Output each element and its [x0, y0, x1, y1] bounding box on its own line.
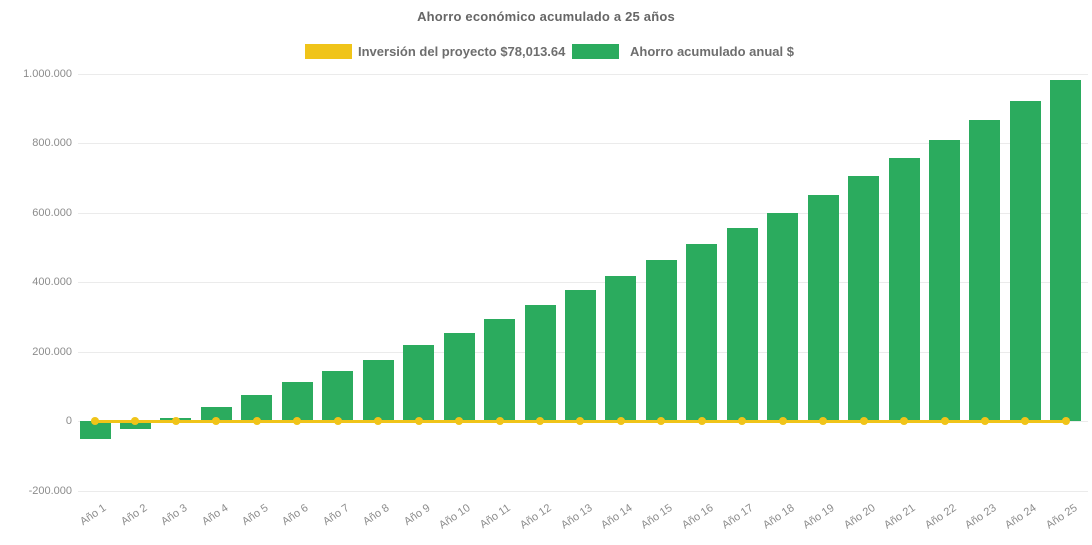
- x-axis-label-20: Año 20: [841, 502, 878, 532]
- investment-line-marker-17: [738, 417, 747, 425]
- savings-bar-20: [848, 176, 880, 421]
- x-axis-label-19: Año 19: [801, 502, 837, 532]
- savings-bar-2: [119, 421, 151, 430]
- savings-bar-19: [807, 195, 839, 421]
- x-axis-label-11: Año 11: [478, 502, 514, 531]
- x-axis-label-2: Año 2: [118, 502, 150, 529]
- x-axis-label-9: Año 9: [401, 502, 433, 529]
- investment-line-marker-13: [576, 417, 585, 425]
- savings-legend-swatch: [572, 44, 619, 59]
- x-axis-label-25: Año 25: [1043, 502, 1080, 532]
- x-axis-label-24: Año 24: [1003, 502, 1040, 532]
- savings-bar-18: [767, 212, 799, 421]
- savings-bar-25: [1050, 79, 1082, 421]
- x-axis-label-5: Año 5: [239, 502, 271, 529]
- investment-line-marker-10: [455, 417, 464, 425]
- investment-line-marker-9: [414, 417, 423, 425]
- gridline--200000: [78, 490, 1088, 492]
- x-axis-label-12: Año 12: [518, 502, 554, 532]
- savings-bar-10: [443, 333, 475, 421]
- savings-bar-5: [241, 395, 273, 421]
- investment-line-marker-21: [900, 417, 908, 425]
- investment-line-marker-18: [778, 417, 787, 425]
- x-axis-label-6: Año 6: [280, 502, 311, 529]
- x-axis-label-16: Año 16: [679, 502, 716, 532]
- y-axis-tick-label: 400.000: [32, 276, 72, 288]
- investment-line-marker-24: [1021, 417, 1030, 425]
- y-axis-tick-label: 0: [65, 415, 72, 427]
- savings-bar-7: [322, 370, 354, 421]
- x-axis-label-17: Año 17: [720, 502, 756, 532]
- y-axis-tick-label: -200.000: [28, 484, 72, 497]
- y-axis-tick-label: 600.000: [32, 206, 72, 219]
- savings-bar-8: [362, 359, 394, 421]
- x-axis-label-15: Año 15: [639, 502, 676, 532]
- x-axis-label-18: Año 18: [760, 502, 797, 532]
- investment-line-marker-19: [819, 417, 828, 425]
- x-axis-label-23: Año 23: [962, 502, 999, 532]
- x-axis-label-4: Año 4: [199, 502, 231, 529]
- investment-line-marker-8: [374, 417, 383, 425]
- investment-line-marker-12: [536, 417, 544, 425]
- gridline-400000: [78, 282, 1088, 283]
- investment-legend-swatch: [305, 44, 352, 59]
- savings-bar-16: [686, 244, 718, 421]
- x-axis-label-10: Año 10: [437, 502, 473, 532]
- savings-bar-21: [888, 157, 920, 421]
- x-axis-label-14: Año 14: [598, 502, 635, 532]
- investment-line-marker-25: [1061, 417, 1070, 425]
- savings-bar-17: [726, 228, 758, 421]
- investment-line-marker-23: [980, 417, 989, 425]
- savings-legend-label: Ahorro acumulado anual $: [630, 44, 794, 59]
- savings-bar-13: [564, 290, 596, 421]
- investment-line-marker-4: [212, 417, 221, 425]
- investment-line-marker-1: [91, 417, 99, 425]
- investment-legend-label: Inversión del proyecto $78,013.64: [358, 44, 566, 59]
- savings-bar-22: [929, 139, 960, 421]
- x-axis-label-1: Año 1: [78, 502, 109, 529]
- chart-title: Ahorro económico acumulado a 25 años: [417, 9, 675, 24]
- savings-bar-24: [1009, 100, 1041, 421]
- gridline-800000: [78, 143, 1088, 144]
- investment-line-marker-6: [293, 417, 302, 425]
- x-axis-label-7: Año 7: [320, 502, 352, 529]
- savings-bar-9: [403, 345, 435, 421]
- gridline-1000000: [78, 73, 1088, 75]
- investment-line-marker-14: [616, 417, 625, 425]
- savings-bar-14: [605, 276, 637, 421]
- y-axis-tick-label: 1.000.000: [23, 67, 72, 80]
- investment-line-marker-5: [252, 417, 261, 425]
- savings-bar-1: [79, 421, 111, 440]
- investment-line-marker-11: [495, 417, 504, 425]
- investment-line-marker-16: [697, 417, 706, 425]
- x-axis-label-13: Año 13: [558, 502, 595, 532]
- y-axis-tick-label: 800.000: [32, 137, 72, 149]
- gridline-600000: [78, 212, 1088, 214]
- x-axis-label-21: Año 21: [882, 502, 918, 532]
- savings-bar-6: [281, 382, 313, 421]
- investment-line-marker-15: [657, 417, 666, 425]
- investment-line-marker-22: [940, 417, 949, 425]
- savings-bar-4: [200, 407, 232, 421]
- savings-bar-12: [524, 305, 556, 421]
- x-axis-label-22: Año 22: [922, 502, 959, 532]
- y-axis-tick-label: 200.000: [32, 345, 72, 358]
- savings-bar-11: [484, 318, 515, 421]
- investment-line-marker-20: [859, 417, 868, 425]
- investment-line-marker-2: [131, 417, 140, 425]
- investment-line-marker-7: [333, 417, 342, 425]
- investment-line-marker-3: [171, 417, 180, 425]
- x-axis-label-3: Año 3: [159, 502, 190, 529]
- savings-bar-15: [645, 260, 677, 421]
- x-axis-label-8: Año 8: [361, 502, 392, 529]
- savings-bar-23: [969, 120, 1001, 421]
